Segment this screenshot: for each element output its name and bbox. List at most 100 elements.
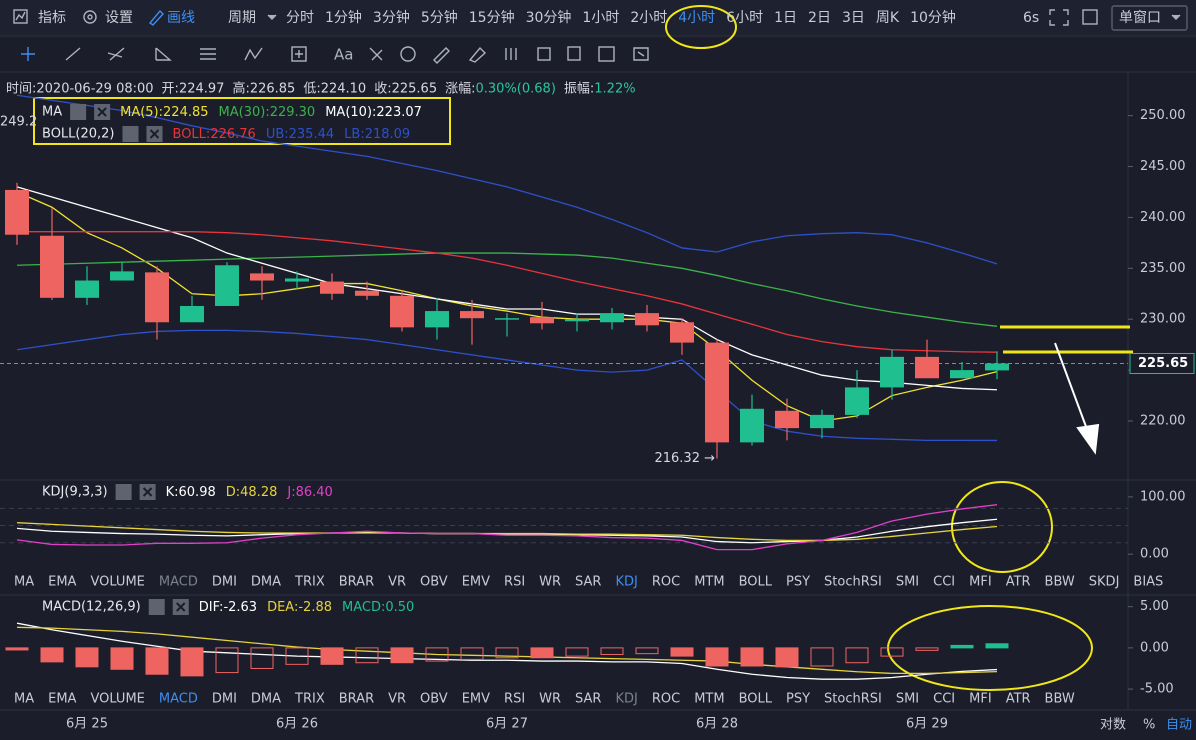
indicator-tab[interactable]: CCI: [933, 692, 955, 707]
period-button[interactable]: 3分钟: [373, 9, 410, 26]
toolbar-button: 画线: [167, 10, 195, 26]
indicator-tab[interactable]: RSI: [504, 692, 525, 707]
indicator-tab[interactable]: MA: [14, 575, 34, 590]
indicator-tab[interactable]: ATR: [1006, 575, 1031, 590]
settings-icon[interactable]: [148, 599, 165, 615]
indicator-tab[interactable]: ROC: [652, 692, 680, 707]
candle-body: [600, 313, 624, 323]
indicator-tab[interactable]: MFI: [969, 692, 992, 707]
indicator-line: [16, 522, 998, 542]
indicator-line: [16, 94, 998, 265]
legend-title: KDJ(9,3,3): [42, 485, 108, 500]
indicator-tab[interactable]: DMA: [251, 575, 281, 590]
legend-value: 0.50: [385, 600, 414, 615]
axis-mode[interactable]: 自动: [1166, 718, 1192, 733]
indicator-tab[interactable]: StochRSI: [824, 692, 882, 707]
indicator-tab[interactable]: MTM: [694, 575, 724, 590]
indicator-tab[interactable]: ROC: [652, 575, 680, 590]
indicator-tab[interactable]: VR: [388, 692, 406, 707]
legend-separator: :: [236, 485, 240, 500]
period-button[interactable]: 10分钟: [910, 9, 956, 26]
indicator-tab[interactable]: StochRSI: [824, 575, 882, 590]
indicator-tab[interactable]: BOLL: [739, 575, 773, 590]
period-button[interactable]: 6小时: [726, 10, 763, 26]
indicator-tab[interactable]: SAR: [575, 692, 601, 707]
legend-separator: :: [206, 127, 210, 142]
legend-name: D: [226, 485, 236, 500]
indicator-tab[interactable]: EMV: [462, 692, 490, 707]
indicator-tab[interactable]: TRIX: [294, 692, 325, 707]
indicator-tab[interactable]: SKDJ: [1089, 575, 1120, 590]
info-value: 224.97: [179, 82, 225, 97]
period-button[interactable]: 4小时: [678, 10, 715, 26]
indicator-tab[interactable]: CCI: [933, 575, 955, 590]
macd-bar: [635, 647, 659, 655]
info-value: 0.30%(0.68): [476, 82, 556, 97]
indicator-tab[interactable]: PSY: [786, 692, 810, 707]
period-button[interactable]: 15分钟: [469, 9, 515, 26]
axis-mode[interactable]: %: [1143, 718, 1155, 733]
indicator-tab[interactable]: MA: [14, 692, 34, 707]
indicator-tab[interactable]: OBV: [420, 575, 448, 590]
period-button[interactable]: 3日: [842, 10, 865, 26]
legend-title: MACD(12,26,9): [42, 600, 141, 615]
legend-name: J: [286, 485, 291, 500]
corner-label: 249.2: [0, 115, 37, 130]
candle-body: [285, 278, 309, 282]
indicator-tab[interactable]: MTM: [694, 692, 724, 707]
candle-body: [495, 318, 519, 320]
indicator-tab[interactable]: DMI: [212, 575, 237, 590]
period-button[interactable]: 1小时: [582, 10, 619, 26]
period-button[interactable]: 2小时: [630, 10, 667, 26]
indicator-tab[interactable]: BRAR: [339, 575, 374, 590]
settings-icon[interactable]: [115, 484, 132, 500]
macd-bar: [915, 647, 939, 651]
indicator-tab[interactable]: DMI: [212, 692, 237, 707]
period-button[interactable]: 2日: [808, 10, 831, 26]
indicator-tab[interactable]: KDJ: [615, 692, 637, 707]
period-button[interactable]: 5分钟: [421, 9, 458, 26]
indicator-tab[interactable]: VR: [388, 575, 406, 590]
indicator-tab[interactable]: SMI: [896, 692, 919, 707]
indicator-tab[interactable]: OBV: [420, 692, 448, 707]
axis-mode[interactable]: 对数: [1100, 718, 1126, 733]
indicator-tab[interactable]: BOLL: [739, 692, 773, 707]
info-label: 涨幅:: [445, 82, 475, 97]
legend-entry: MA(10):223.07: [325, 105, 422, 120]
indicator-tab[interactable]: SAR: [575, 575, 601, 590]
settings-icon[interactable]: [70, 104, 87, 120]
indicator-tab[interactable]: ATR: [1006, 692, 1031, 707]
close-glyph: [97, 107, 107, 117]
indicator-tab[interactable]: VOLUME: [90, 575, 144, 590]
indicator-tab[interactable]: EMA: [48, 692, 76, 707]
settings-icon[interactable]: [122, 126, 139, 142]
indicator-tab[interactable]: TRIX: [294, 575, 325, 590]
period-button[interactable]: 30分钟: [526, 9, 572, 26]
indicator-tab[interactable]: EMA: [48, 575, 76, 590]
indicator-tab[interactable]: PSY: [786, 575, 810, 590]
indicator-tab[interactable]: DMA: [251, 692, 281, 707]
indicator-tab[interactable]: BBW: [1045, 575, 1075, 590]
period-button[interactable]: 分时: [286, 10, 314, 26]
period-button[interactable]: 1分钟: [325, 9, 362, 26]
indicator-tab[interactable]: KDJ: [615, 575, 637, 590]
candle-body: [390, 295, 414, 328]
indicator-tab[interactable]: WR: [539, 692, 561, 707]
indicator-tab[interactable]: EMV: [462, 575, 490, 590]
indicator-tab[interactable]: SMI: [896, 575, 919, 590]
period-button[interactable]: 周K: [876, 10, 900, 26]
indicator-tab[interactable]: WR: [539, 575, 561, 590]
indicator-tab[interactable]: MACD: [159, 575, 198, 590]
info-value: 226.85: [250, 82, 296, 97]
indicator-tab[interactable]: RSI: [504, 575, 525, 590]
indicator-tab[interactable]: BBW: [1045, 692, 1075, 707]
indicator-tab[interactable]: BRAR: [339, 692, 374, 707]
indicator-tab[interactable]: MACD: [159, 692, 198, 707]
legend-name: MA(10): [325, 105, 372, 120]
indicator-tab[interactable]: MFI: [969, 575, 992, 590]
indicator-tab[interactable]: BIAS: [1133, 575, 1163, 590]
indicator-tab[interactable]: VOLUME: [90, 692, 144, 707]
macd-bar: [425, 647, 449, 662]
y-tick-label: 235.00: [1140, 261, 1186, 276]
period-button[interactable]: 1日: [774, 10, 797, 26]
